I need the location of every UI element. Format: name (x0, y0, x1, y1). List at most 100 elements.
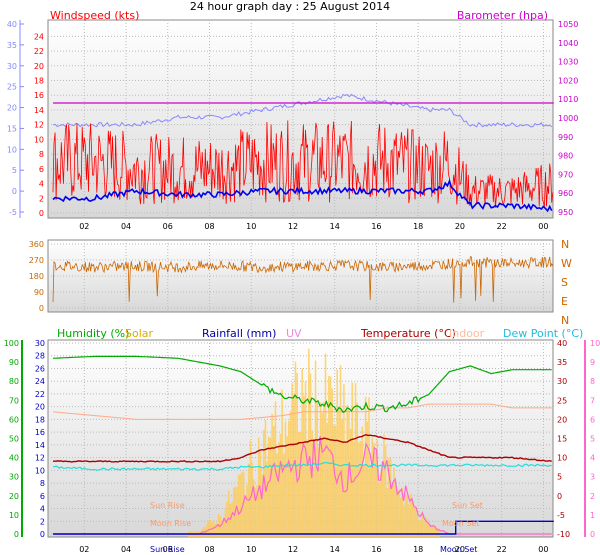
wind-tick-label: 18 (34, 77, 44, 86)
uv-tick-label: 10 (590, 339, 600, 348)
panel3-x-tick-label: 16 (371, 545, 381, 554)
uv-tick-label: 9 (590, 358, 595, 367)
page-title: 24 hour graph day : 25 August 2014 (190, 0, 390, 13)
uv-tick-label: 6 (590, 415, 595, 424)
temperature-line (53, 433, 552, 463)
moon-set-bottom-label: Moon Set (440, 545, 477, 554)
rainfall-tick-label: 4 (40, 505, 45, 514)
panel1-x-tick-label: 02 (79, 222, 89, 231)
uv-tick-label: 3 (590, 473, 595, 482)
rainfall-tick-label: 14 (35, 441, 45, 450)
panel3-x-tick-label: 06 (163, 545, 173, 554)
direction-tick-label: 90 (34, 288, 44, 297)
temperature-tick-label: 15 (557, 435, 567, 444)
rainfall-tick-label: 16 (35, 428, 45, 437)
panel3-series (52, 348, 554, 537)
sun-rise-label: Sun Rise (150, 501, 185, 510)
panel3-axes: 3028262422201816141210864201009080706050… (4, 339, 600, 554)
panel1-x-tick-label: 14 (330, 222, 340, 231)
wind-tick-label: 4 (39, 180, 44, 189)
direction-tick-label: 0 (39, 304, 44, 313)
barometer-tick-label: 1030 (558, 58, 578, 67)
rainfall-tick-label: 20 (35, 403, 45, 412)
legend-temperature: Temperature (°C) (360, 327, 456, 340)
rainfall-tick-label: 24 (35, 377, 45, 386)
sun-set-label: Sun Set (452, 501, 483, 510)
panel1-x-tick-label: 00 (538, 222, 548, 231)
wind-tick-label: 14 (34, 106, 44, 115)
barometer-tick-label: 950 (558, 208, 573, 217)
wind-tick-label: 24 (34, 32, 44, 41)
temperature-tick-label: 30 (557, 377, 567, 386)
barometer-axis: 1050 1040 1030 1020 1010 1000 990 980 970 960 950 (558, 20, 578, 217)
panel1-x-axis: 02 04 06 08 10 12 14 16 18 20 22 00 (79, 222, 548, 231)
panel1-x-tick-label: 08 (204, 222, 214, 231)
barometer-tick-label: 1020 (558, 76, 578, 85)
uv-tick-label: 2 (590, 492, 595, 501)
wind-tick-label: 20 (34, 62, 44, 71)
panel2-grid (48, 240, 553, 312)
barometer-tick-label: 970 (558, 170, 573, 179)
uv-tick-label: 7 (590, 396, 595, 405)
rainfall-tick-label: 8 (40, 479, 45, 488)
humidity-tick-label: 10 (9, 511, 19, 520)
compass-label: W (561, 257, 572, 270)
wind-outer-tick-label: 30 (7, 62, 17, 71)
humidity-tick-label: 30 (9, 473, 19, 482)
humidity-tick-label: 70 (9, 396, 19, 405)
rainfall-tick-label: 28 (35, 352, 45, 361)
temperature-tick-label: 35 (557, 358, 567, 367)
rainfall-tick-label: 2 (40, 517, 45, 526)
panel3-x-tick-label: 04 (121, 545, 131, 554)
wind-tick-label: 0 (39, 209, 44, 218)
panel3-x-tick-label: 14 (330, 545, 340, 554)
panel1-x-tick-label: 20 (455, 222, 465, 231)
barometer-tick-label: 1050 (558, 20, 578, 29)
rainfall-tick-label: 0 (40, 530, 45, 539)
humidity-tick-label: 90 (9, 358, 19, 367)
temperature-tick-label: -5 (557, 511, 565, 520)
climate-panel: Humidity (%) Solar Rainfall (mm) UV Temp… (4, 327, 600, 554)
dew-point-line (52, 461, 552, 471)
wind-outer-tick-label: -5 (9, 208, 17, 217)
legend-uv: UV (286, 327, 302, 340)
humidity-tick-label: 60 (9, 415, 19, 424)
wind-outer-axis: 40 35 30 25 20 15 10 5 0 -5 (7, 20, 24, 218)
windspeed-barometer-panel: Windspeed (kts) Barometer (hpa) 40353025… (7, 9, 579, 231)
rainfall-tick-label: 12 (35, 454, 45, 463)
wind-tick-label: 6 (39, 165, 44, 174)
compass-label: E (561, 295, 568, 308)
humidity-tick-label: 0 (14, 530, 19, 539)
panel3-annotations: Sun Rise Moon Rise Sun Set Moon Set Sun … (150, 501, 483, 554)
wind-outer-tick-label: 0 (12, 187, 17, 196)
wind-tick-label: 8 (39, 150, 44, 159)
windspeed-average-line (52, 178, 553, 213)
panel1-x-tick-label: 22 (497, 222, 507, 231)
panel3-x-tick-label: 12 (288, 545, 298, 554)
humidity-tick-label: 100 (4, 339, 19, 348)
wind-direction-line (52, 256, 554, 303)
wind-outer-tick-label: 35 (7, 41, 17, 50)
wind-outer-tick-label: 40 (7, 20, 17, 29)
panel1-plot-area (47, 19, 554, 219)
panel1-x-tick-label: 10 (246, 222, 256, 231)
compass-label: S (561, 276, 568, 289)
windspeed-axis-title: Windspeed (kts) (50, 9, 139, 22)
moon-set-label: Moon Set (442, 519, 479, 528)
panel3-x-tick-label: 20 (455, 545, 465, 554)
temperature-tick-label: 0 (557, 492, 562, 501)
barometer-axis-title: Barometer (hpa) (457, 9, 548, 22)
moon-rise-label: Moon Rise (150, 519, 191, 528)
barometer-tick-label: 1010 (558, 95, 578, 104)
panel3-x-tick-label: 22 (497, 545, 507, 554)
temperature-tick-label: 20 (557, 415, 567, 424)
barometer-tick-label: 960 (558, 189, 573, 198)
barometer-tick-label: 1040 (558, 39, 578, 48)
humidity-tick-label: 40 (9, 454, 19, 463)
panel1-x-tick-label: 06 (163, 222, 173, 231)
compass-label: N (561, 314, 569, 327)
direction-degree-axis: 360 270 180 90 0 (29, 240, 44, 313)
uv-tick-label: 0 (590, 530, 595, 539)
